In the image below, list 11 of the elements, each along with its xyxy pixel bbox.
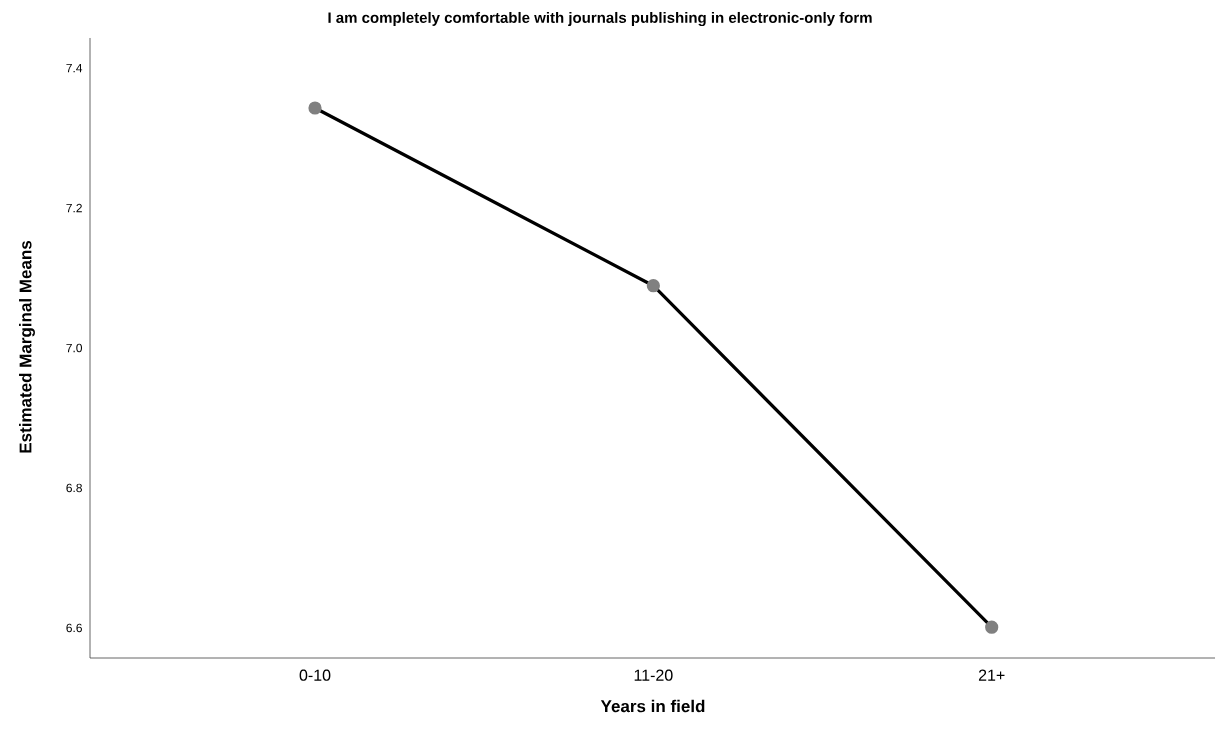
x-axis-title: Years in field <box>600 699 705 713</box>
y-axis-title: Estimated Marginal Means <box>19 240 35 453</box>
y-tick-label: 6.6 <box>66 623 82 633</box>
y-tick-label: 6.8 <box>66 483 82 493</box>
x-tick-label: 21+ <box>978 669 1005 681</box>
x-tick-label: 11-20 <box>634 669 673 681</box>
y-tick-label: 7.0 <box>66 343 83 353</box>
y-tick-label: 7.4 <box>66 63 83 73</box>
y-tick-label: 7.2 <box>66 203 82 213</box>
x-tick-label: 0-10 <box>299 669 331 681</box>
chart-title: I am completely comfortable with journals publishing in electronic-only form <box>328 11 872 27</box>
